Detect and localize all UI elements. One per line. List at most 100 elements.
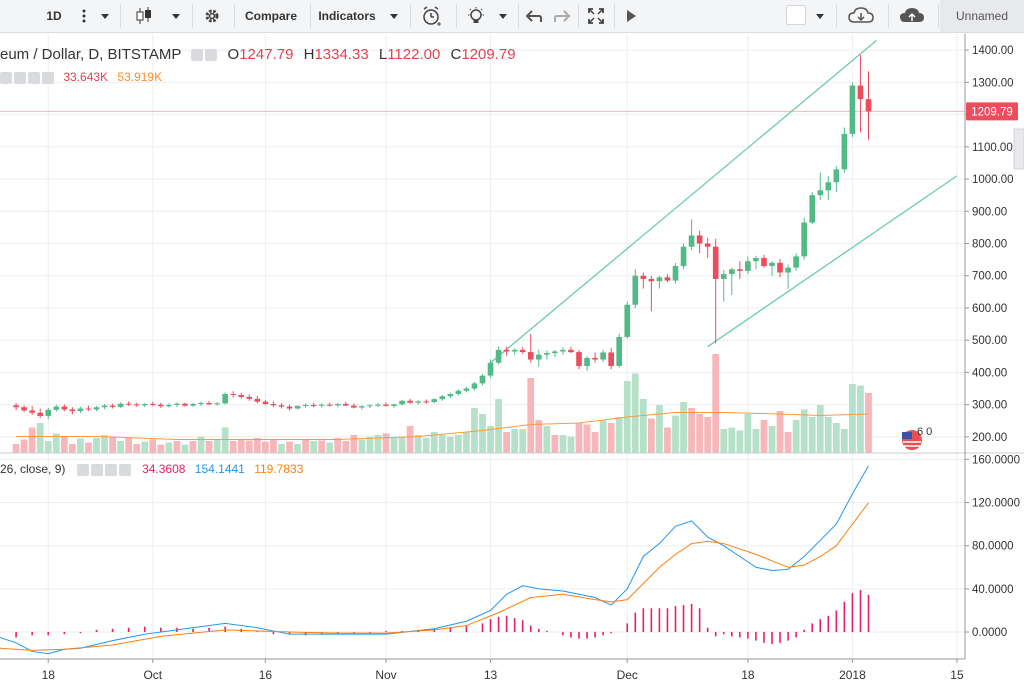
volume-bar (60, 436, 68, 453)
volume-close-icon[interactable] (42, 71, 54, 84)
candle (238, 392, 245, 399)
macd-params[interactable]: 26, close, 9) (0, 462, 66, 476)
macd-hist-bar (706, 627, 709, 633)
candle-body (69, 409, 76, 412)
volume-bar (471, 408, 478, 453)
macd-value: 154.1441 (194, 462, 245, 476)
symbol-title[interactable]: eum / Dollar, D, BITSTAMP (0, 46, 182, 63)
volume-legend: 33.643K 53.919K (0, 70, 162, 84)
macd-hist-bar (722, 632, 725, 635)
volume-bar (664, 427, 671, 453)
cloud-download-icon[interactable] (842, 2, 880, 30)
candle-body (13, 405, 19, 408)
macd-hist-bar (779, 632, 781, 643)
macd-hist-bar (626, 623, 629, 633)
lightbulb-icon[interactable] (460, 2, 492, 30)
candle (825, 175, 832, 200)
candle (222, 392, 228, 405)
macd-histogram-value: 34.3608 (142, 462, 186, 476)
fullscreen-icon[interactable] (580, 2, 612, 30)
gear-icon[interactable] (196, 2, 228, 30)
macd-hist-bar (521, 620, 524, 633)
volume-bar (824, 417, 832, 453)
candle-body (801, 222, 807, 257)
volume-bar (173, 441, 181, 453)
chart-style-dropdown-icon[interactable] (164, 2, 188, 30)
volume-bar (744, 414, 752, 453)
us-flag-icon[interactable]: 6 0 (902, 426, 932, 450)
candle-body (761, 258, 767, 267)
open-label: O (227, 46, 240, 63)
indicators-button[interactable]: Indicators (318, 9, 376, 23)
volume-bar (358, 439, 366, 453)
volume-bar (157, 444, 165, 453)
volume-bar (527, 378, 535, 453)
volume-bar (278, 444, 285, 453)
play-icon[interactable] (616, 2, 646, 30)
redo-icon[interactable] (548, 2, 576, 30)
candle (712, 238, 719, 344)
macd-hist-bar (481, 623, 484, 633)
candle-body (351, 405, 357, 408)
interval-button[interactable]: 1D (46, 9, 62, 23)
volume-bar (334, 438, 342, 453)
candle-body (608, 352, 614, 366)
volume-bar (438, 435, 446, 453)
candle (584, 356, 590, 371)
volume-add-icon[interactable] (28, 71, 40, 84)
undo-icon[interactable] (520, 2, 548, 30)
volume-bar (591, 432, 599, 453)
legend-settings-icon[interactable] (205, 49, 218, 62)
layout-name-button[interactable]: Unnamed (940, 0, 1024, 32)
color-swatch-icon[interactable] (786, 5, 806, 25)
compare-button[interactable]: Compare (244, 9, 297, 23)
candle (495, 346, 502, 365)
macd-hist-bar (304, 632, 307, 636)
indicators-dropdown-icon[interactable] (382, 2, 406, 30)
candle (230, 391, 237, 398)
volume-bar (712, 354, 720, 453)
volume-bar (503, 432, 511, 453)
volume-value: 33.643K (63, 70, 109, 84)
macd-hist-bar (433, 628, 436, 633)
volume-bar (93, 438, 100, 453)
candle (753, 255, 759, 270)
color-dropdown-icon[interactable] (808, 2, 832, 30)
interval-dropdown-icon[interactable] (94, 2, 116, 30)
volume-settings-icon[interactable] (14, 71, 26, 84)
volume-bar (422, 438, 430, 453)
volume-legend-controls (0, 71, 54, 84)
candle (286, 404, 293, 411)
chart-canvas[interactable]: 1400.001300.001200.001100.001000.00900.0… (0, 34, 1024, 683)
candle-body (656, 277, 663, 282)
time-axis-label: 15 (950, 668, 964, 682)
alert-clock-icon[interactable] (414, 2, 450, 30)
macd-hist-bar (562, 632, 564, 636)
macd-hist-bar (224, 626, 226, 633)
macd-hist-bar (465, 625, 468, 633)
macd-hist-bar (682, 605, 685, 633)
candle (37, 408, 44, 419)
candle (544, 350, 550, 360)
candle-body (720, 274, 727, 279)
cloud-upload-icon[interactable] (892, 2, 932, 30)
volume-bar (36, 423, 44, 453)
more-intervals-icon[interactable] (74, 2, 94, 30)
macd-settings-icon[interactable] (90, 463, 103, 476)
volume-bar (639, 399, 647, 453)
macd-close-icon[interactable] (118, 463, 131, 476)
volume-eye-icon[interactable] (0, 71, 12, 84)
candle-body (495, 349, 502, 363)
candle-style-icon[interactable] (126, 2, 162, 30)
macd-hist-bar (658, 608, 661, 633)
volume-bar (133, 444, 141, 453)
eye-icon[interactable] (191, 49, 204, 62)
chart-area[interactable]: 1400.001300.001200.001100.001000.00900.0… (0, 34, 1024, 683)
macd-eye-icon[interactable] (76, 463, 89, 476)
macd-add-icon[interactable] (104, 463, 117, 476)
candle (423, 399, 430, 404)
ideas-dropdown-icon[interactable] (492, 2, 514, 30)
price-axis-label: 200.00 (972, 432, 1007, 444)
candle (463, 386, 470, 393)
macd-hist-bar (546, 630, 548, 633)
